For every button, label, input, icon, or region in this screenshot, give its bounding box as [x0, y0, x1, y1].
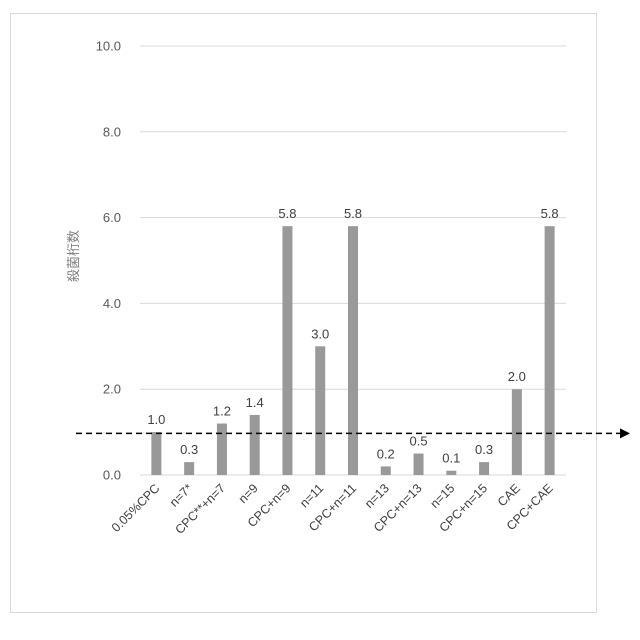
- y-tick-label: 10.0: [96, 39, 121, 54]
- data-label: 5.8: [278, 206, 296, 221]
- x-axis-labels: 0.05%CPCn=7*CPC**+n=7n=9CPC+n=9n=11CPC+n…: [109, 481, 556, 537]
- bar: [151, 432, 161, 475]
- x-tick-label: n=13: [362, 481, 392, 511]
- data-label: 5.8: [541, 206, 559, 221]
- bars: [151, 226, 554, 475]
- data-label: 0.3: [475, 442, 493, 457]
- x-tick-label: CAE: [495, 481, 523, 509]
- data-label: 0.1: [442, 451, 460, 466]
- data-label: 1.0: [147, 412, 165, 427]
- y-tick-label: 4.0: [103, 296, 121, 311]
- y-axis-label: 殺菌桁数: [66, 230, 81, 282]
- data-label: 5.8: [344, 206, 362, 221]
- bar: [512, 389, 522, 475]
- bar: [250, 415, 260, 475]
- y-tick-label: 8.0: [103, 124, 121, 139]
- x-tick-label: n=7*: [167, 481, 195, 509]
- y-tick-label: 0.0: [103, 468, 121, 483]
- data-label: 3.0: [311, 326, 329, 341]
- bar: [545, 226, 555, 475]
- x-tick-label: n=15: [428, 481, 458, 511]
- x-tick-label: 0.05%CPC: [109, 481, 163, 535]
- arrow-head-icon: [620, 428, 630, 438]
- bar: [446, 471, 456, 475]
- data-label: 0.2: [377, 446, 395, 461]
- bar: [479, 462, 489, 475]
- bar: [282, 226, 292, 475]
- x-tick-label: n=11: [297, 481, 326, 510]
- bar: [348, 226, 358, 475]
- y-tick-label: 2.0: [103, 382, 121, 397]
- data-label: 0.3: [180, 442, 198, 457]
- y-tick-label: 6.0: [103, 210, 121, 225]
- bar: [217, 424, 227, 475]
- data-label: 0.5: [409, 434, 427, 449]
- bar: [315, 346, 325, 475]
- bar: [184, 462, 194, 475]
- x-tick-label: n=9: [236, 481, 261, 506]
- bar: [414, 454, 424, 475]
- data-label: 1.2: [213, 404, 231, 419]
- y-axis-ticks: 0.0 2.0 4.0 6.0 8.0 10.0: [96, 39, 121, 483]
- bar: [381, 466, 391, 475]
- data-label: 2.0: [508, 369, 526, 384]
- data-label: 1.4: [246, 395, 264, 410]
